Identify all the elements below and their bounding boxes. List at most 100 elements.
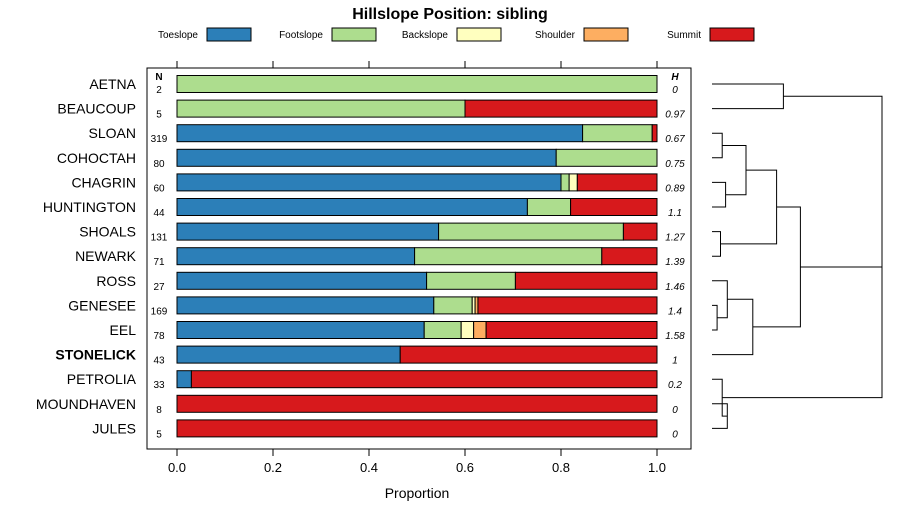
row-beaucoup: BEAUCOUP 5 0.97 [57, 99, 685, 121]
dendrogram-branch [720, 169, 778, 245]
x-tick-label: 1.0 [648, 460, 666, 475]
bar-segment-summit [176, 394, 658, 413]
row-eel: EEL 78 1.58 [110, 321, 685, 342]
row-n-value: 319 [151, 134, 168, 145]
row-label: HUNTINGTON [43, 199, 136, 215]
row-n-value: 78 [153, 331, 165, 342]
x-tick-label: 0.4 [360, 460, 378, 475]
bar-segment-toeslope [176, 222, 440, 241]
row-chagrin: CHAGRIN 60 0.89 [71, 173, 685, 194]
bar-segment-toeslope [176, 148, 557, 167]
plot-frame [146, 67, 692, 450]
bar-segment-toeslope [176, 124, 584, 143]
row-newark: NEWARK 71 1.39 [75, 247, 685, 268]
row-n-value: 60 [153, 183, 165, 194]
legend: Toeslope Footslope Backslope Shoulder Summit [158, 27, 755, 42]
legend-label-footslope: Footslope [279, 30, 323, 41]
row-label: SHOALS [79, 224, 136, 240]
x-axis-title: Proportion [385, 485, 450, 501]
legend-swatch-summit [709, 27, 755, 42]
row-label: BEAUCOUP [57, 101, 136, 117]
dendrogram-branch [712, 298, 754, 356]
x-tick-label: 0.8 [552, 460, 570, 475]
bar-segment-summit [176, 419, 658, 438]
row-cohoctah: COHOCTAH 80 0.75 [57, 148, 685, 170]
row-n-value: 43 [153, 356, 165, 367]
top-axis-ticks [176, 61, 658, 68]
row-h-value: 1 [672, 356, 678, 367]
legend-label-toeslope: Toeslope [158, 30, 198, 41]
bar-segment-summit [514, 271, 658, 290]
dendrogram-branch [712, 304, 718, 331]
row-label: ROSS [96, 273, 136, 289]
bar-segment-toeslope [176, 173, 562, 192]
bar-segment-toeslope [176, 345, 401, 364]
row-h-value: 0 [672, 429, 678, 440]
row-n-value: 80 [153, 159, 165, 170]
row-label: EEL [110, 322, 137, 338]
row-n-value: 169 [151, 306, 168, 317]
row-n-value: 8 [156, 405, 162, 416]
dendrogram-branch [712, 181, 727, 208]
row-petrolia: PETROLIA 33 0.2 [67, 370, 682, 391]
n-column-header: N [155, 72, 162, 83]
row-h-value: 0.97 [665, 110, 685, 121]
bar-segment-toeslope [176, 247, 416, 266]
row-h-value: 1.46 [665, 282, 685, 293]
bar-segment-footslope [414, 247, 603, 266]
bar-segment-footslope [433, 296, 473, 315]
dendrogram-branch [712, 83, 784, 110]
row-h-value: 0.75 [665, 159, 685, 170]
row-stonelick: STONELICK 43 1 [55, 345, 678, 367]
row-n-value: 5 [156, 429, 162, 440]
x-axis: 0.0 0.2 0.4 0.6 0.8 1.0 [168, 449, 666, 475]
row-sloan: SLOAN 319 0.67 [89, 124, 685, 145]
row-aetna: AETNA 2 0 [89, 75, 678, 96]
bar-segment-footslope [423, 321, 462, 339]
row-label: JULES [92, 420, 136, 436]
row-n-value: 2 [156, 85, 162, 96]
row-n-value: 131 [151, 233, 168, 244]
row-h-value: 1.39 [665, 257, 685, 268]
bar-segment-footslope [426, 271, 516, 290]
dendrogram-branch [712, 231, 721, 257]
row-ross: ROSS 27 1.46 [96, 271, 685, 293]
row-label: GENESEE [68, 297, 136, 313]
row-genesee: GENESEE 169 1.4 [68, 296, 682, 317]
x-tick-label: 0.6 [456, 460, 474, 475]
row-label: AETNA [89, 76, 136, 92]
h-column-header: H [671, 72, 679, 83]
bar-segment-toeslope [176, 321, 425, 339]
legend-label-summit: Summit [667, 30, 701, 41]
row-label: NEWARK [75, 248, 137, 264]
legend-swatch-toeslope [206, 27, 252, 42]
bar-segment-summit [464, 99, 658, 118]
bar-segment-summit [651, 124, 658, 143]
row-h-value: 0 [672, 405, 678, 416]
legend-label-shoulder: Shoulder [535, 30, 576, 41]
legend-swatch-backslope [456, 27, 502, 42]
row-h-value: 1.1 [668, 208, 682, 219]
row-label: COHOCTAH [57, 150, 136, 166]
row-h-value: 1.4 [668, 306, 682, 317]
bar-segment-footslope [560, 173, 570, 192]
chart-title: Hillslope Position: sibling [352, 6, 548, 23]
row-label: PETROLIA [67, 371, 137, 387]
x-tick-label: 0.2 [264, 460, 282, 475]
bar-segment-footslope [582, 124, 653, 143]
bar-segment-shoulder [473, 321, 487, 339]
bar-segment-footslope [176, 99, 466, 118]
bar-segment-footslope [526, 198, 572, 216]
row-shoals: SHOALS 131 1.27 [79, 222, 685, 244]
row-huntington: HUNTINGTON 44 1.1 [43, 198, 682, 219]
legend-label-backslope: Backslope [402, 30, 449, 41]
row-h-value: 0 [672, 85, 678, 96]
dendrogram-branch [783, 95, 883, 268]
row-h-value: 1.27 [665, 233, 685, 244]
row-h-value: 1.58 [665, 331, 685, 342]
row-h-value: 0.67 [665, 134, 685, 145]
bar-segment-footslope [176, 75, 658, 93]
row-h-value: 0.89 [665, 183, 685, 194]
